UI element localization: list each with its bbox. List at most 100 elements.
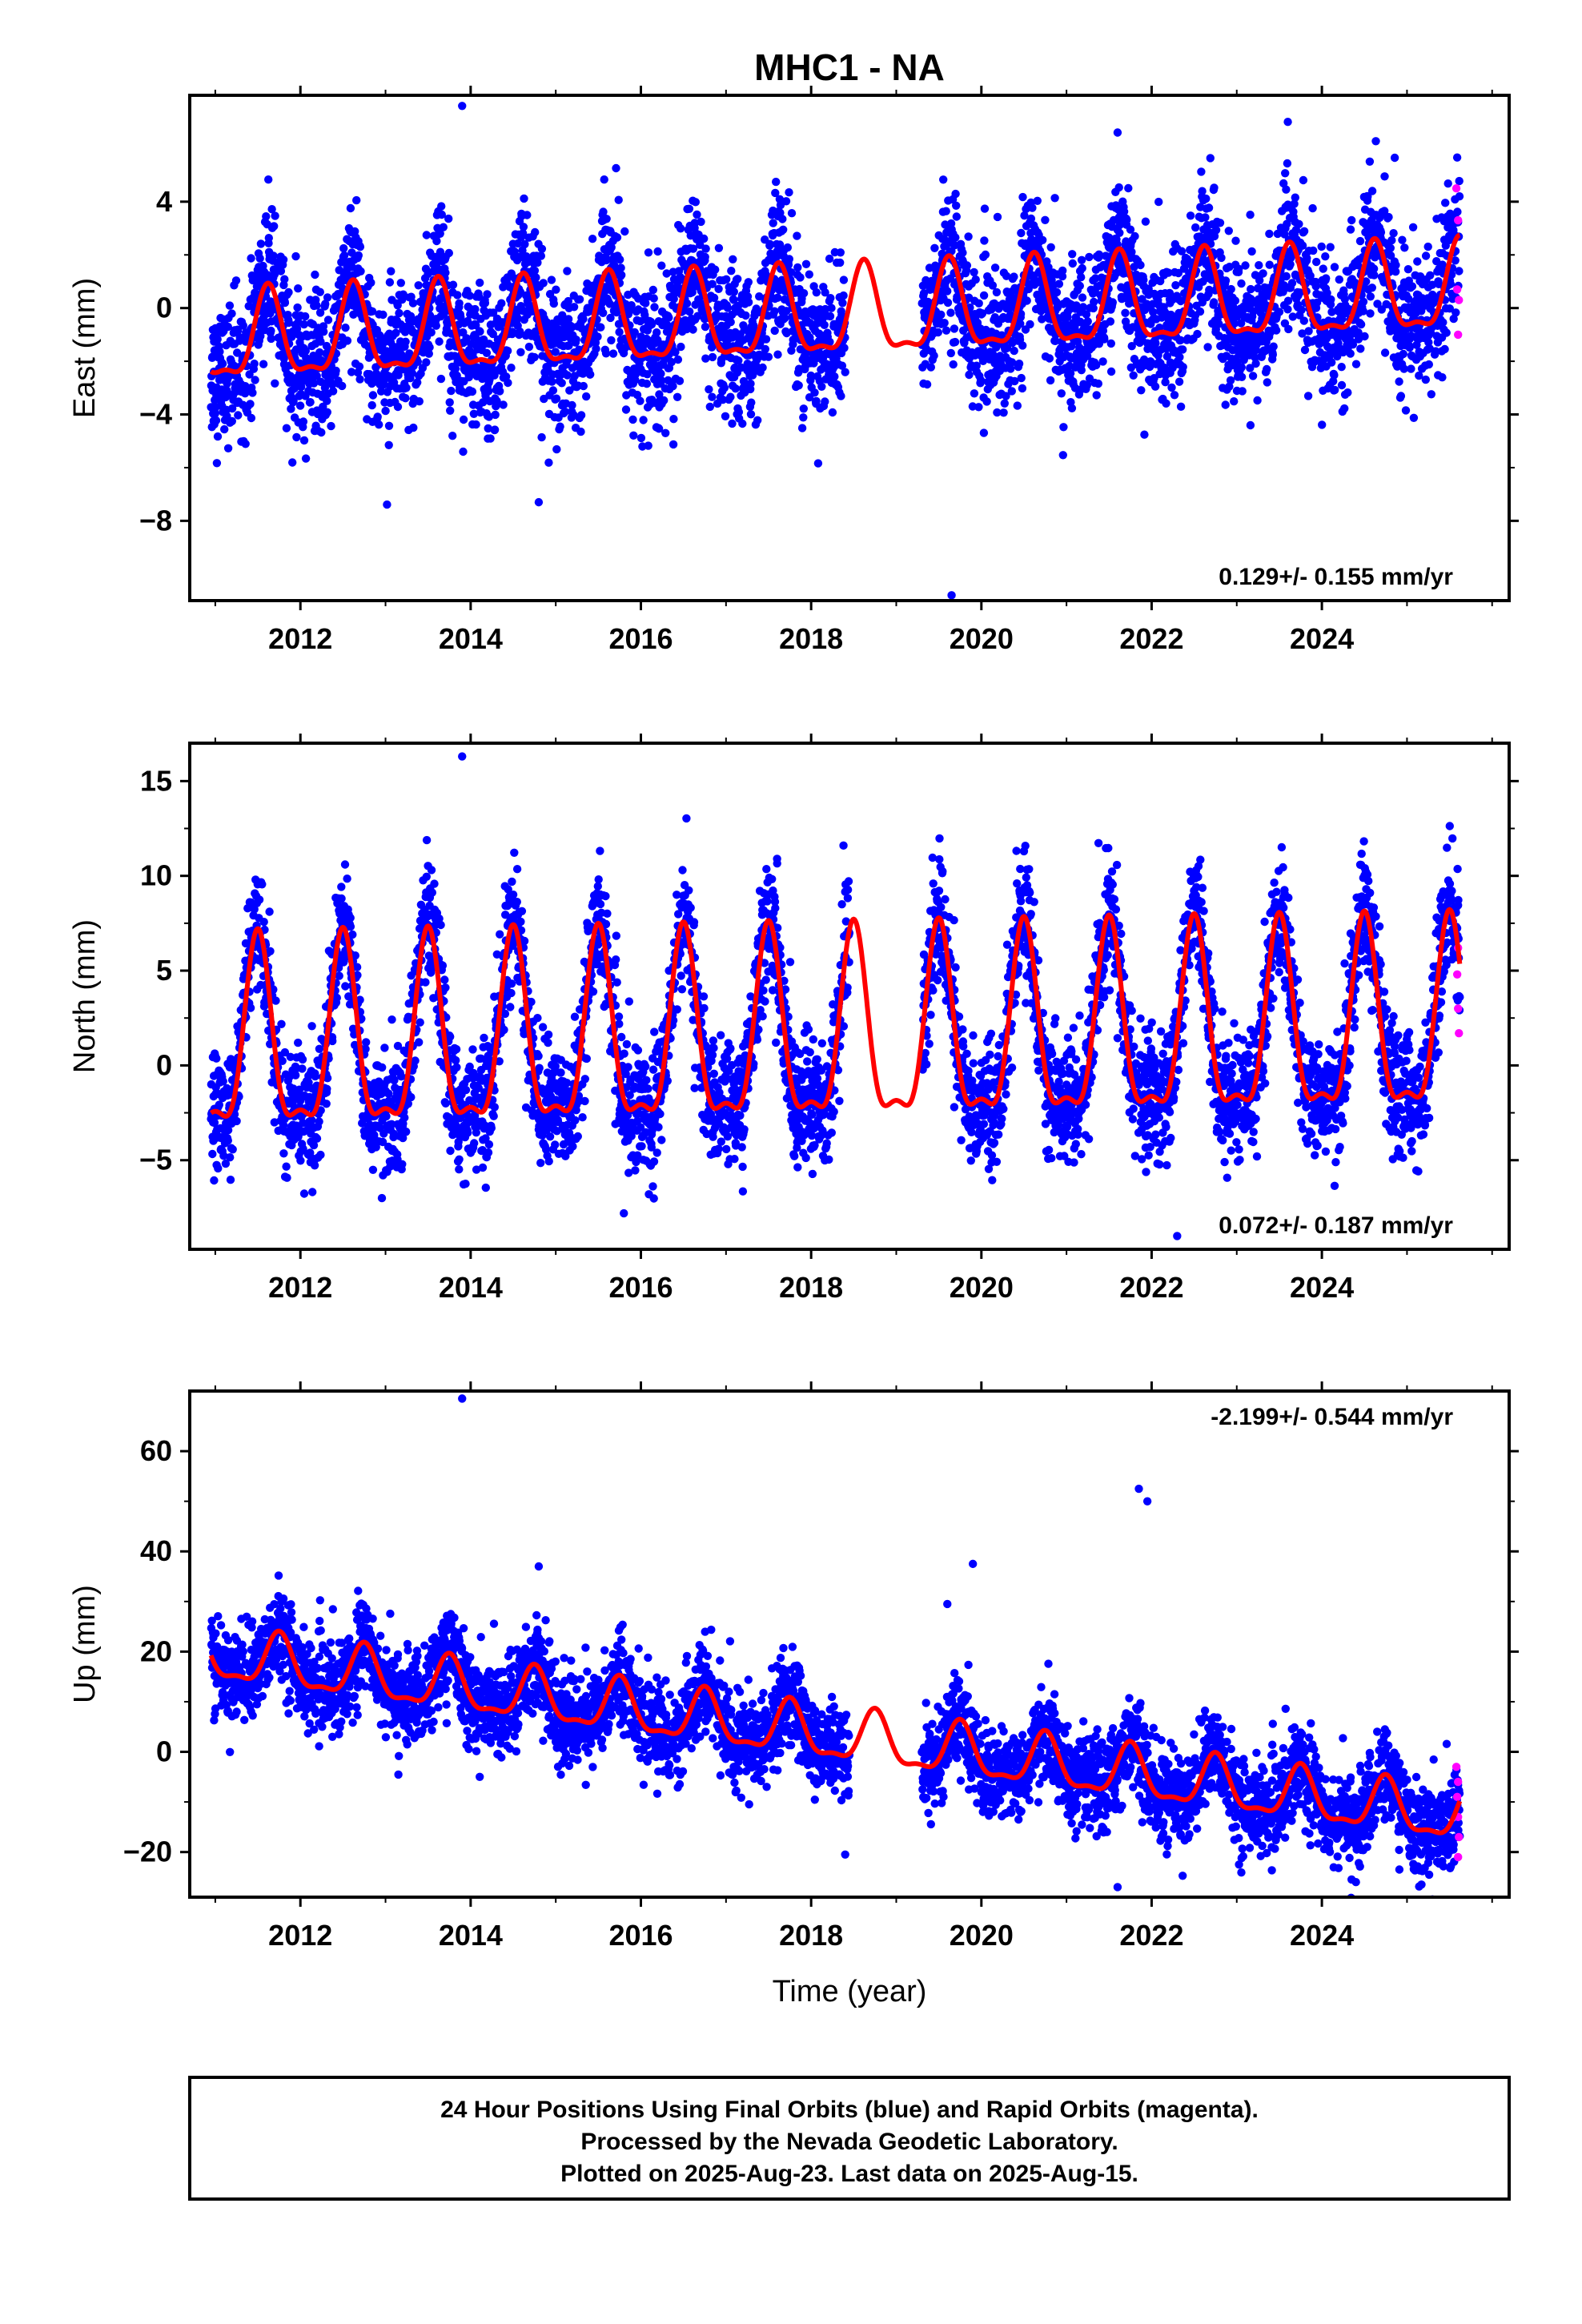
data-point xyxy=(1386,243,1395,252)
data-point xyxy=(1203,343,1212,352)
data-point xyxy=(355,362,364,371)
data-point xyxy=(653,247,662,256)
data-point xyxy=(841,368,849,376)
data-point xyxy=(980,204,990,213)
data-point xyxy=(647,320,656,329)
data-point xyxy=(1439,318,1447,327)
data-point xyxy=(384,440,393,449)
data-point xyxy=(459,415,468,424)
data-point xyxy=(579,381,588,391)
plot-area xyxy=(207,102,1464,600)
data-point xyxy=(1408,223,1418,231)
data-point xyxy=(343,336,352,345)
data-point xyxy=(436,229,444,238)
y-tick-label: −4 xyxy=(139,398,172,431)
data-point xyxy=(617,271,626,279)
data-point xyxy=(1427,390,1436,399)
data-point xyxy=(1246,211,1255,219)
data-point xyxy=(1346,225,1355,234)
data-point xyxy=(652,328,661,337)
data-point xyxy=(1231,296,1240,305)
data-point xyxy=(462,334,471,343)
data-point xyxy=(951,233,960,242)
data-point xyxy=(1367,283,1377,292)
data-point xyxy=(479,398,488,407)
data-point xyxy=(508,328,517,336)
data-point xyxy=(490,425,500,434)
data-point xyxy=(327,421,335,431)
data-point xyxy=(445,398,454,407)
data-point xyxy=(316,337,325,346)
data-point xyxy=(1269,342,1278,351)
data-point xyxy=(401,337,410,346)
data-point xyxy=(701,354,710,363)
data-point xyxy=(258,880,267,889)
data-point xyxy=(701,252,709,262)
data-point xyxy=(1085,252,1094,262)
data-point xyxy=(974,299,983,308)
data-point xyxy=(720,384,729,392)
data-point xyxy=(491,410,500,420)
data-point xyxy=(1045,354,1054,363)
data-point xyxy=(448,280,458,289)
data-point xyxy=(1253,396,1262,405)
data-point xyxy=(615,328,624,336)
data-point xyxy=(1453,207,1462,216)
data-point xyxy=(636,433,646,443)
data-point xyxy=(1115,228,1124,237)
data-point xyxy=(796,273,805,282)
data-point xyxy=(213,335,222,344)
data-point xyxy=(728,419,737,428)
data-point xyxy=(223,412,231,420)
data-point xyxy=(1272,326,1281,335)
data-point xyxy=(1217,253,1226,263)
data-point xyxy=(323,1084,331,1094)
data-point xyxy=(316,377,325,386)
data-point xyxy=(799,413,808,422)
data-point xyxy=(810,388,819,397)
data-point xyxy=(375,420,383,429)
data-point xyxy=(472,420,480,429)
data-point xyxy=(701,322,710,332)
data-point xyxy=(1000,399,1010,408)
data-point xyxy=(367,278,375,287)
data-point xyxy=(1162,399,1170,408)
data-point xyxy=(414,281,423,290)
data-point xyxy=(946,308,955,317)
data-point xyxy=(599,308,608,317)
data-point xyxy=(1094,379,1103,388)
data-point xyxy=(483,290,492,299)
data-point xyxy=(235,333,244,342)
data-point xyxy=(1150,382,1160,391)
data-point xyxy=(746,379,755,388)
data-point xyxy=(602,215,611,223)
data-point xyxy=(1124,183,1133,193)
data-point xyxy=(276,267,286,275)
data-point xyxy=(379,310,387,320)
data-point xyxy=(1318,420,1327,429)
data-point xyxy=(641,299,650,308)
data-point xyxy=(942,207,950,215)
data-point xyxy=(1442,328,1451,337)
data-point xyxy=(946,348,956,358)
data-point xyxy=(733,275,742,283)
data-point xyxy=(1247,284,1255,294)
data-point xyxy=(1423,242,1432,251)
data-point xyxy=(1398,235,1407,244)
data-point xyxy=(367,400,376,410)
data-point xyxy=(599,207,608,216)
data-point xyxy=(294,1038,303,1047)
data-point xyxy=(1371,137,1380,146)
data-point xyxy=(805,270,813,279)
data-point xyxy=(523,211,532,219)
data-point xyxy=(1210,298,1219,307)
data-point xyxy=(227,404,237,413)
data-point xyxy=(1174,377,1184,386)
data-point xyxy=(507,364,516,372)
data-point xyxy=(1407,364,1415,373)
data-point xyxy=(259,360,268,368)
data-point xyxy=(264,175,273,184)
data-point xyxy=(1399,349,1408,359)
data-point xyxy=(612,163,620,173)
data-point xyxy=(422,358,431,367)
